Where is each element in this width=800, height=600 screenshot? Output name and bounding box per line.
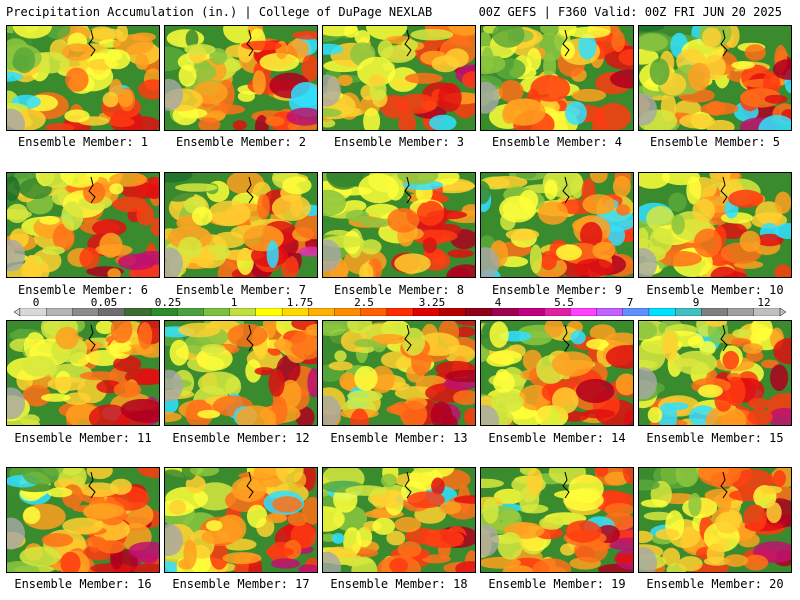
colorbar-swatch (596, 308, 624, 316)
colorbar-swatch (465, 308, 493, 316)
colorbar-swatch (308, 308, 335, 316)
ensemble-member-map (6, 320, 160, 426)
colorbar-swatch (491, 308, 519, 316)
ensemble-member-map (322, 172, 476, 278)
ensemble-member-label: Ensemble Member: 5 (649, 135, 781, 149)
colorbar-swatch (19, 308, 47, 316)
colorbar-tick-label: 0 (32, 296, 40, 309)
ensemble-member-map (6, 172, 160, 278)
ensemble-member-map (638, 172, 792, 278)
colorbar-swatch (203, 308, 231, 316)
ensemble-member-map (164, 320, 318, 426)
colorbar-swatch (360, 308, 388, 316)
colorbar-swatch (98, 308, 126, 316)
ensemble-member-map (164, 25, 318, 131)
ensemble-member-label: Ensemble Member: 11 (14, 431, 152, 445)
colorbar-swatch (72, 308, 100, 316)
ensemble-member-map (6, 25, 160, 131)
colorbar-tick-label: 0.05 (90, 296, 118, 309)
colorbar-swatch (255, 308, 283, 316)
colorbar-tick-label: 9 (692, 296, 700, 309)
colorbar-tick-label: 4 (494, 296, 502, 309)
ensemble-member-label: Ensemble Member: 13 (330, 431, 468, 445)
colorbar-swatch (46, 308, 73, 316)
ensemble-member-label: Ensemble Member: 6 (17, 283, 149, 297)
colorbar-swatch (386, 308, 414, 316)
ensemble-member-label: Ensemble Member: 4 (491, 135, 623, 149)
colorbar-swatch (701, 308, 729, 316)
ensemble-member-map (480, 467, 634, 573)
colorbar-swatch (124, 308, 152, 316)
colorbar-tick-label: 1 (230, 296, 238, 309)
ensemble-member-map (164, 172, 318, 278)
colorbar-swatch (570, 308, 598, 316)
ensemble-member-label: Ensemble Member: 15 (646, 431, 784, 445)
colorbar-swatch (281, 308, 309, 316)
ensemble-member-map (638, 467, 792, 573)
colorbar-max-arrow (779, 308, 786, 316)
color-scale-bar (14, 308, 786, 316)
colorbar-tick-label: 5.5 (554, 296, 574, 309)
ensemble-member-label: Ensemble Member: 2 (175, 135, 307, 149)
ensemble-member-map (480, 172, 634, 278)
ensemble-member-map (322, 320, 476, 426)
ensemble-member-label: Ensemble Member: 10 (646, 283, 784, 297)
colorbar-swatch (753, 308, 781, 316)
ensemble-member-label: Ensemble Member: 16 (14, 577, 152, 591)
colorbar-tick-label: 3.25 (418, 296, 446, 309)
model-valid-time: 00Z GEFS | F360 Valid: 00Z FRI JUN 20 20… (478, 5, 782, 19)
ensemble-member-label: Ensemble Member: 1 (17, 135, 149, 149)
colorbar-tick-label: 7 (626, 296, 634, 309)
colorbar-tick-label: 1.75 (286, 296, 314, 309)
ensemble-member-label: Ensemble Member: 14 (488, 431, 626, 445)
colorbar-tick-label: 0.25 (154, 296, 182, 309)
colorbar-swatch (334, 308, 362, 316)
ensemble-member-label: Ensemble Member: 17 (172, 577, 310, 591)
colorbar-swatch (439, 308, 466, 316)
ensemble-member-label: Ensemble Member: 7 (175, 283, 307, 297)
colorbar-min-arrow (14, 308, 21, 316)
map-title: Precipitation Accumulation (in.) | Colle… (6, 5, 433, 19)
ensemble-member-label: Ensemble Member: 12 (172, 431, 310, 445)
colorbar-tick-label: 2.5 (354, 296, 374, 309)
colorbar-swatch (727, 308, 755, 316)
colorbar-swatch (622, 308, 650, 316)
ensemble-member-map (322, 25, 476, 131)
colorbar-swatch (648, 308, 676, 316)
ensemble-member-map (638, 25, 792, 131)
ensemble-member-map (322, 467, 476, 573)
ensemble-member-label: Ensemble Member: 8 (333, 283, 465, 297)
colorbar-swatch (150, 308, 178, 316)
ensemble-member-label: Ensemble Member: 20 (646, 577, 784, 591)
colorbar-swatch (412, 308, 440, 316)
ensemble-member-label: Ensemble Member: 9 (491, 283, 623, 297)
ensemble-member-label: Ensemble Member: 3 (333, 135, 465, 149)
colorbar-swatch (177, 308, 204, 316)
colorbar-swatch (543, 308, 571, 316)
ensemble-member-map (480, 25, 634, 131)
colorbar-tick-label: 12 (757, 296, 771, 309)
ensemble-member-label: Ensemble Member: 19 (488, 577, 626, 591)
ensemble-member-map (164, 467, 318, 573)
ensemble-member-map (638, 320, 792, 426)
ensemble-member-label: Ensemble Member: 18 (330, 577, 468, 591)
ensemble-member-map (6, 467, 160, 573)
colorbar-swatch (675, 308, 702, 316)
colorbar-swatch (229, 308, 257, 316)
ensemble-member-map (480, 320, 634, 426)
colorbar-swatch (517, 308, 545, 316)
